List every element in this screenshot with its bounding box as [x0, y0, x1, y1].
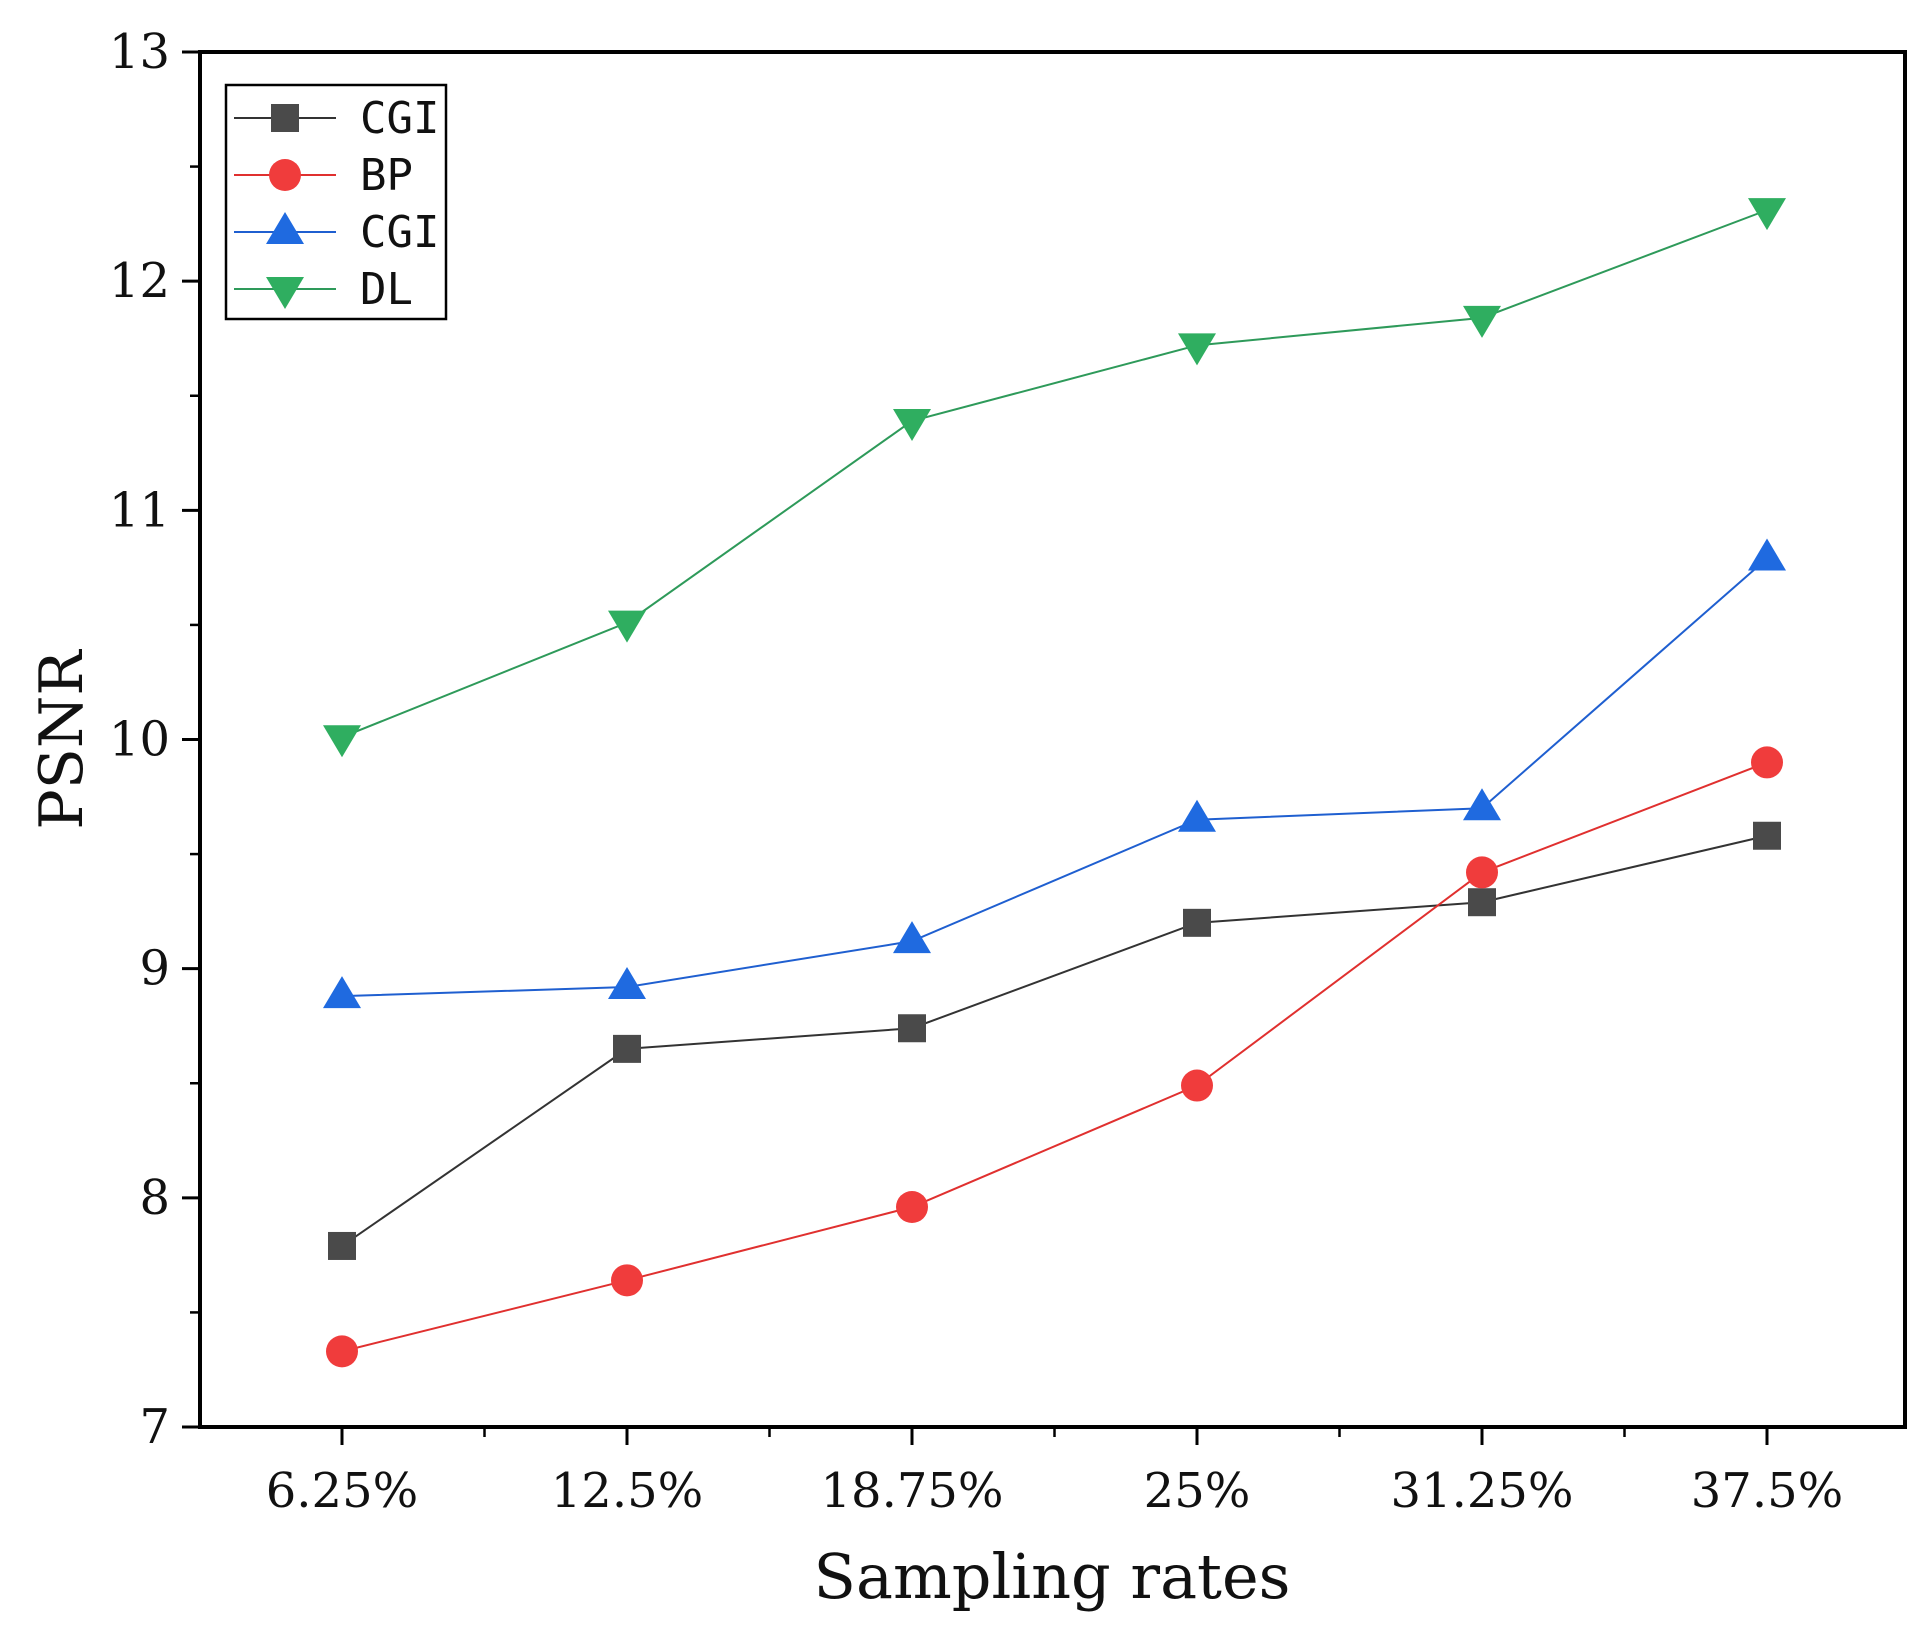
series-line	[341, 209, 1768, 739]
axis-ticks: 7 8 9 10 11 12 13 6.25% 12.5% 18.75% 25% 31.25% 37.5…	[109, 24, 1843, 1519]
legend-entry: CGI	[234, 207, 439, 258]
data-point-marker	[323, 976, 361, 1009]
data-point-marker	[326, 1335, 358, 1368]
data-point-marker	[898, 1014, 926, 1043]
data-point-marker	[1468, 888, 1496, 917]
data-point-marker	[1181, 1069, 1213, 1102]
legend-marker	[266, 212, 304, 244]
x-tick-label: 31.25%	[1390, 1463, 1573, 1519]
data-point-marker	[608, 610, 646, 643]
x-tick-label: 37.5%	[1691, 1463, 1843, 1519]
x-tick-label: 18.75%	[820, 1463, 1003, 1519]
legend-label: BP	[360, 150, 413, 201]
series-dl-3	[323, 198, 1786, 758]
legend-marker	[269, 159, 301, 191]
series-cgi-2	[323, 538, 1786, 1009]
x-tick-label: 6.25%	[266, 1463, 418, 1519]
y-tick-label: 7	[139, 1399, 170, 1455]
data-point-marker	[1753, 821, 1781, 850]
legend: CGI BP CGI DL	[224, 83, 448, 321]
series-line	[341, 557, 1768, 998]
series-cgi-0	[328, 821, 1781, 1260]
y-tick-label: 10	[109, 712, 170, 768]
data-point-marker	[1178, 799, 1216, 832]
series-line	[341, 834, 1768, 1247]
legend-marker	[271, 104, 299, 132]
series-line	[341, 761, 1768, 1353]
series-layer	[323, 198, 1786, 1368]
legend-entry: BP	[234, 150, 413, 201]
legend-entry: DL	[234, 264, 413, 315]
data-point-marker	[896, 1191, 928, 1223]
legend-label: DL	[360, 264, 413, 315]
data-point-marker	[1748, 538, 1786, 571]
data-point-marker	[1751, 746, 1783, 779]
y-tick-label: 13	[109, 24, 170, 80]
legend-marker	[266, 277, 304, 309]
data-point-marker	[328, 1231, 356, 1260]
data-point-marker	[893, 921, 931, 954]
legend-label: CGI	[360, 207, 439, 258]
data-point-marker	[1463, 305, 1501, 338]
plot-frame	[198, 50, 1907, 1429]
legend-entry: CGI	[234, 93, 439, 144]
data-point-marker	[1178, 333, 1216, 366]
data-point-marker	[608, 967, 646, 999]
x-tick-label: 25%	[1144, 1463, 1251, 1519]
data-point-marker	[611, 1264, 643, 1297]
x-axis-title: Sampling rates	[814, 1540, 1291, 1613]
y-axis-title: PSNR	[27, 649, 97, 830]
y-tick-label: 9	[139, 941, 170, 997]
y-tick-label: 8	[139, 1170, 170, 1226]
y-tick-label: 12	[109, 253, 170, 309]
data-point-marker	[1183, 908, 1211, 937]
legend-box	[224, 83, 448, 321]
data-point-marker	[1463, 788, 1501, 821]
x-tick-label: 12.5%	[551, 1463, 703, 1519]
data-point-marker	[323, 725, 361, 758]
data-point-marker	[613, 1034, 641, 1063]
data-point-marker	[1466, 856, 1498, 889]
data-point-marker	[893, 408, 931, 441]
series-bp-1	[326, 746, 1783, 1368]
data-point-marker	[1748, 198, 1786, 231]
legend-label: CGI	[360, 93, 439, 144]
y-tick-label: 11	[109, 482, 170, 538]
